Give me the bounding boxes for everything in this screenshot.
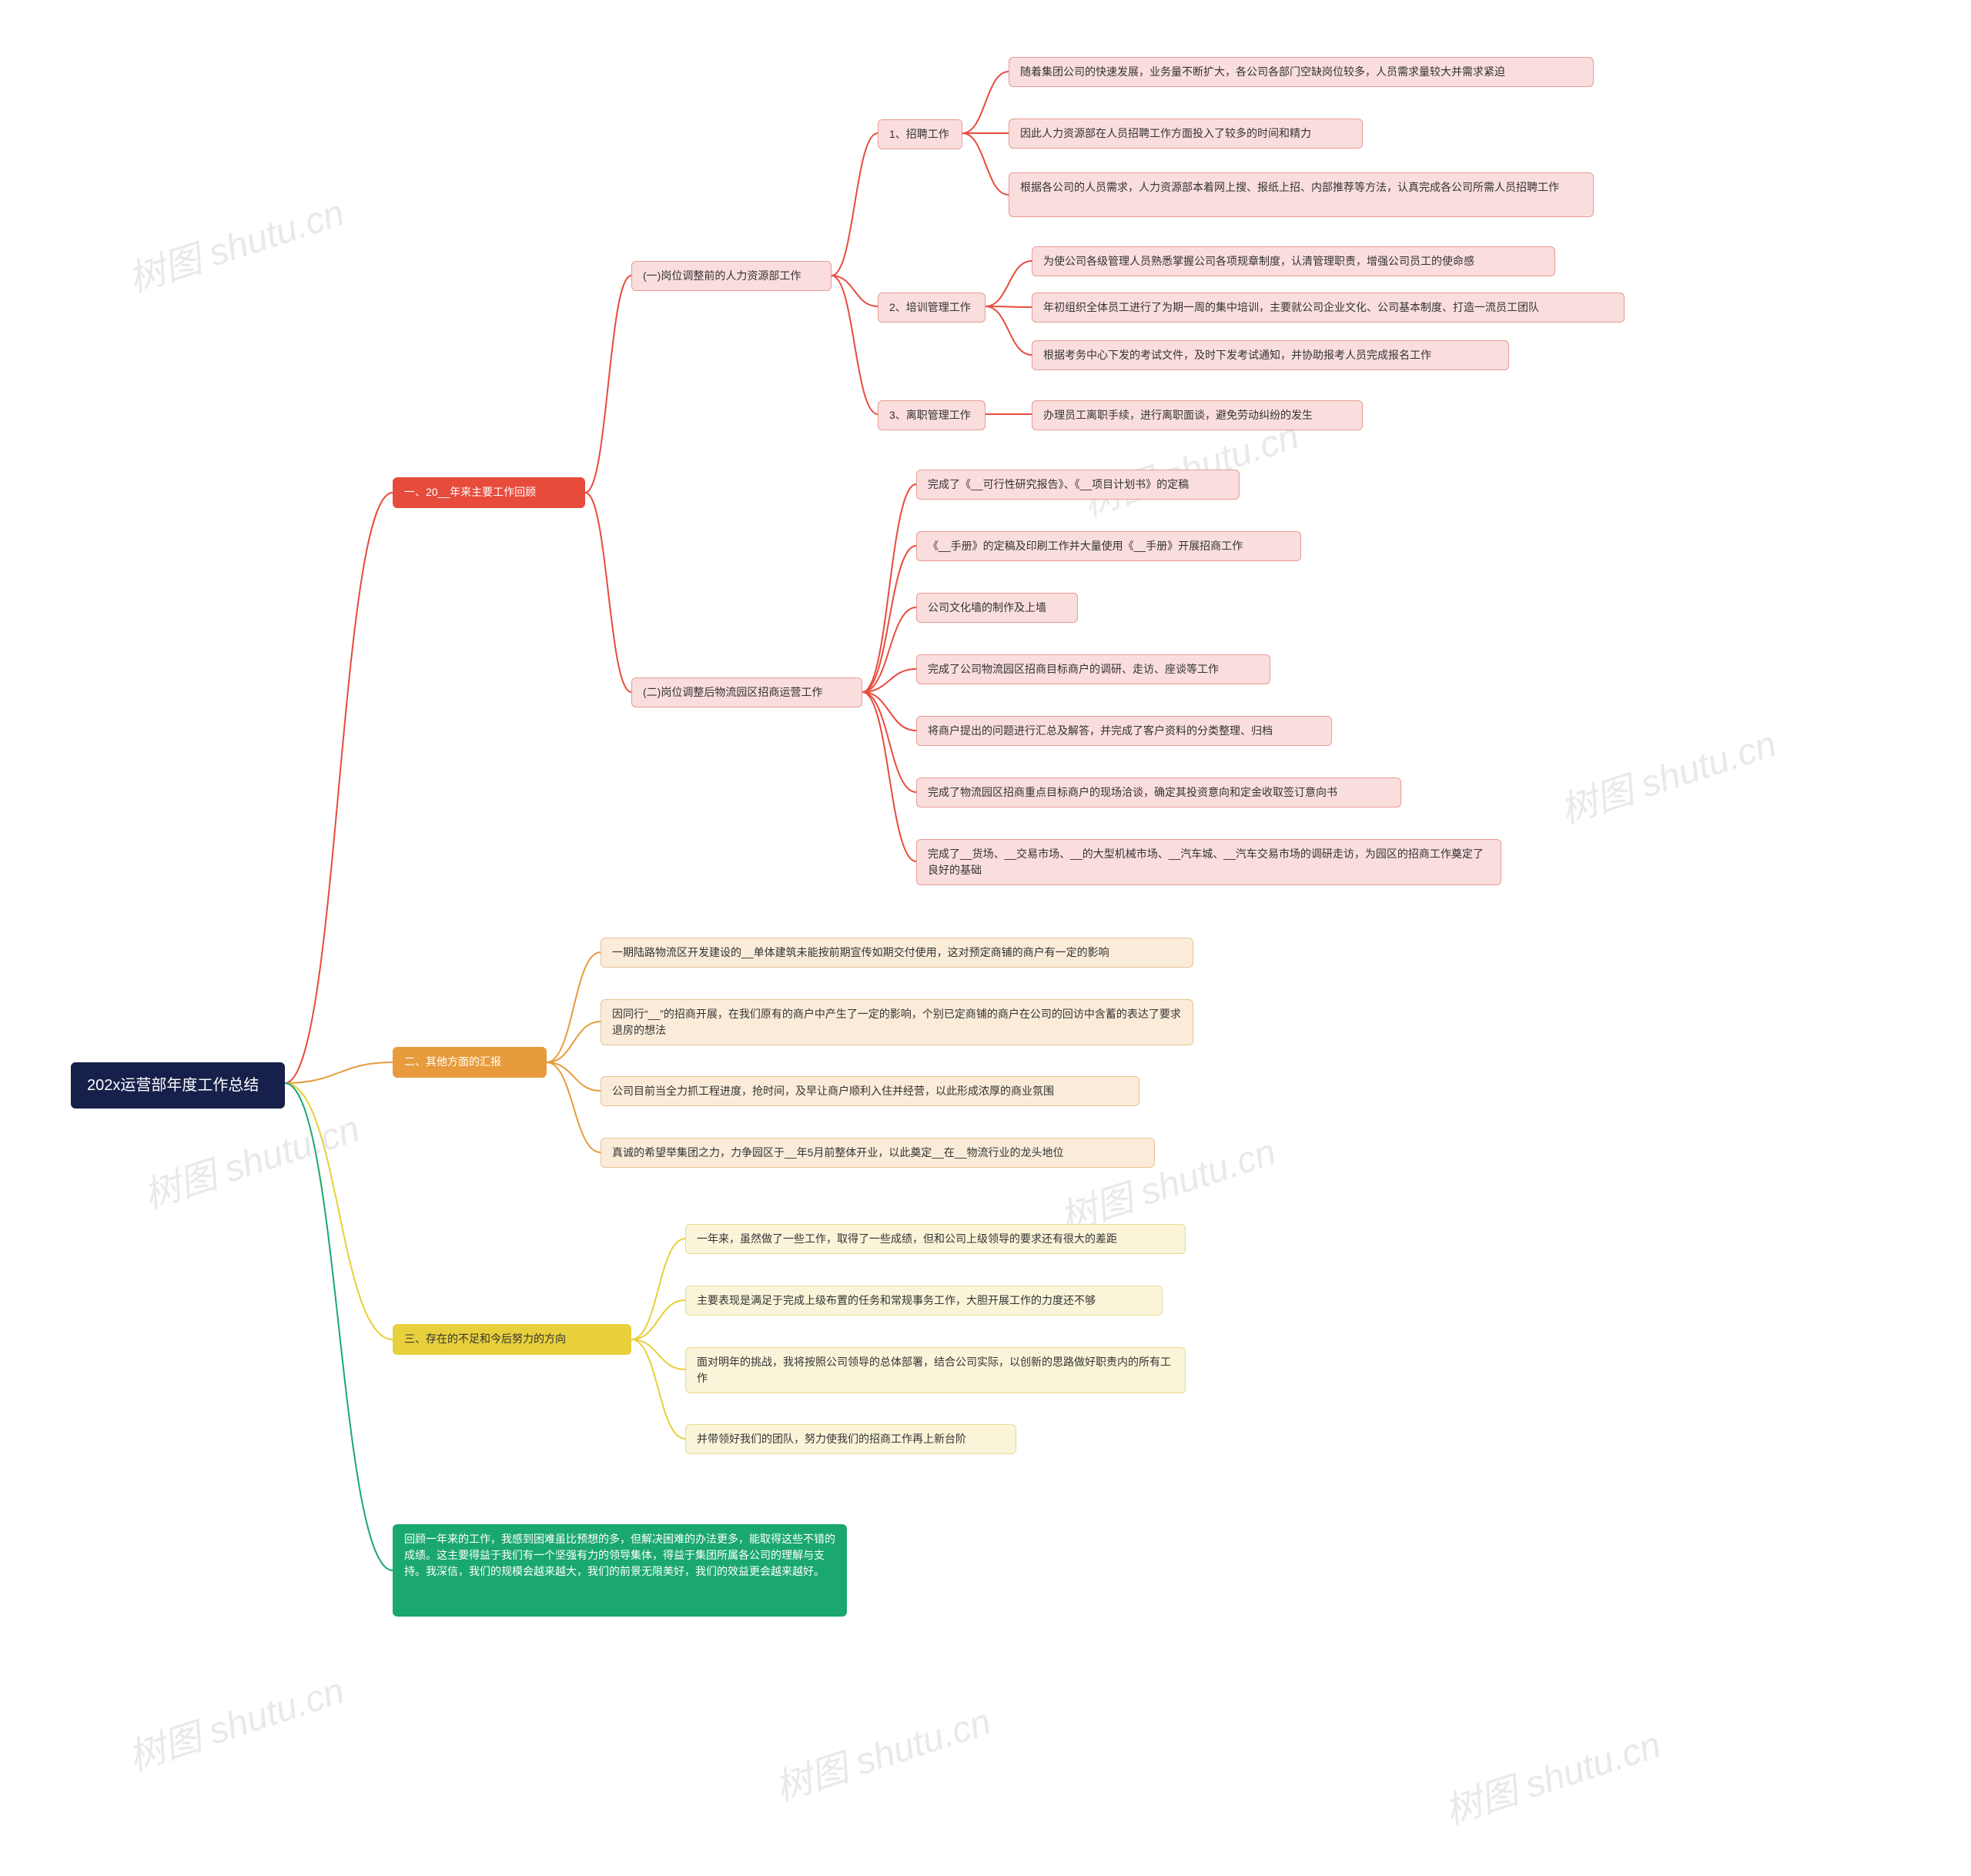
mindmap-node: 1、招聘工作 (878, 119, 962, 149)
mindmap-node: 公司文化墙的制作及上墙 (916, 593, 1078, 623)
mindmap-node: 2、培训管理工作 (878, 293, 986, 323)
mindmap-node: 为使公司各级管理人员熟悉掌握公司各项规章制度，认清管理职责，增强公司员工的使命感 (1032, 246, 1555, 276)
mindmap-node: 完成了__货场、__交易市场、__的大型机械市场、__汽车城、__汽车交易市场的… (916, 839, 1501, 885)
watermark: 树图 shutu.cn (767, 1691, 996, 1811)
mindmap-node: 随着集团公司的快速发展，业务量不断扩大，各公司各部门空缺岗位较多，人员需求量较大… (1009, 57, 1594, 87)
mindmap-node: 真诚的希望举集团之力，力争园区于__年5月前整体开业，以此奠定__在__物流行业… (601, 1138, 1155, 1168)
mindmap-node: 将商户提出的问题进行汇总及解答，并完成了客户资料的分类整理、归档 (916, 716, 1332, 746)
mindmap-node: 回顾一年来的工作，我感到困难虽比预想的多，但解决困难的办法更多，能取得这些不错的… (393, 1524, 847, 1617)
mindmap-node: 一、20__年来主要工作回顾 (393, 477, 585, 508)
mindmap-node: 二、其他方面的汇报 (393, 1047, 547, 1078)
mindmap-root: 202x运营部年度工作总结 (71, 1062, 285, 1109)
mindmap-node: 面对明年的挑战，我将按照公司领导的总体部署，结合公司实际，以创新的思路做好职责内… (685, 1347, 1186, 1393)
watermark: 树图 shutu.cn (120, 182, 350, 303)
mindmap-node: 根据考务中心下发的考试文件，及时下发考试通知，并协助报考人员完成报名工作 (1032, 340, 1509, 370)
watermark: 树图 shutu.cn (120, 1660, 350, 1781)
mindmap-node: 完成了物流园区招商重点目标商户的现场洽谈，确定其投资意向和定金收取签订意向书 (916, 777, 1401, 808)
mindmap-node: 一期陆路物流区开发建设的__单体建筑未能按前期宣传如期交付使用，这对预定商铺的商… (601, 938, 1193, 968)
mindmap-node: 完成了《__可行性研究报告》、《__项目计划书》的定稿 (916, 470, 1240, 500)
mindmap-node: 并带领好我们的团队，努力使我们的招商工作再上新台阶 (685, 1424, 1016, 1454)
mindmap-node: 因同行“__”的招商开展，在我们原有的商户中产生了一定的影响，个别已定商铺的商户… (601, 999, 1193, 1045)
watermark: 树图 shutu.cn (1552, 714, 1782, 834)
mindmap-node: (一)岗位调整前的人力资源部工作 (631, 261, 832, 291)
mindmap-canvas: 树图 shutu.cn 树图 shutu.cn 树图 shutu.cn 树图 shut… (0, 0, 1971, 1876)
mindmap-node: (二)岗位调整后物流园区招商运营工作 (631, 677, 862, 707)
mindmap-node: 主要表现是满足于完成上级布置的任务和常规事务工作，大胆开展工作的力度还不够 (685, 1286, 1163, 1316)
mindmap-node: 《__手册》的定稿及印刷工作并大量使用《__手册》开展招商工作 (916, 531, 1301, 561)
mindmap-node: 三、存在的不足和今后努力的方向 (393, 1324, 631, 1355)
watermark: 树图 shutu.cn (1437, 1714, 1666, 1834)
mindmap-node: 完成了公司物流园区招商目标商户的调研、走访、座谈等工作 (916, 654, 1270, 684)
mindmap-node: 根据各公司的人员需求，人力资源部本着网上搜、报纸上招、内部推荐等方法，认真完成各… (1009, 172, 1594, 217)
mindmap-node: 3、离职管理工作 (878, 400, 986, 430)
mindmap-node: 办理员工离职手续，进行离职面谈，避免劳动纠纷的发生 (1032, 400, 1363, 430)
mindmap-node: 公司目前当全力抓工程进度，抢时间，及早让商户顺利入住并经营，以此形成浓厚的商业氛… (601, 1076, 1139, 1106)
watermark: 树图 shutu.cn (136, 1099, 365, 1219)
mindmap-node: 一年来，虽然做了一些工作，取得了一些成绩，但和公司上级领导的要求还有很大的差距 (685, 1224, 1186, 1254)
mindmap-node: 年初组织全体员工进行了为期一周的集中培训，主要就公司企业文化、公司基本制度、打造… (1032, 293, 1625, 323)
mindmap-node: 因此人力资源部在人员招聘工作方面投入了较多的时间和精力 (1009, 119, 1363, 149)
